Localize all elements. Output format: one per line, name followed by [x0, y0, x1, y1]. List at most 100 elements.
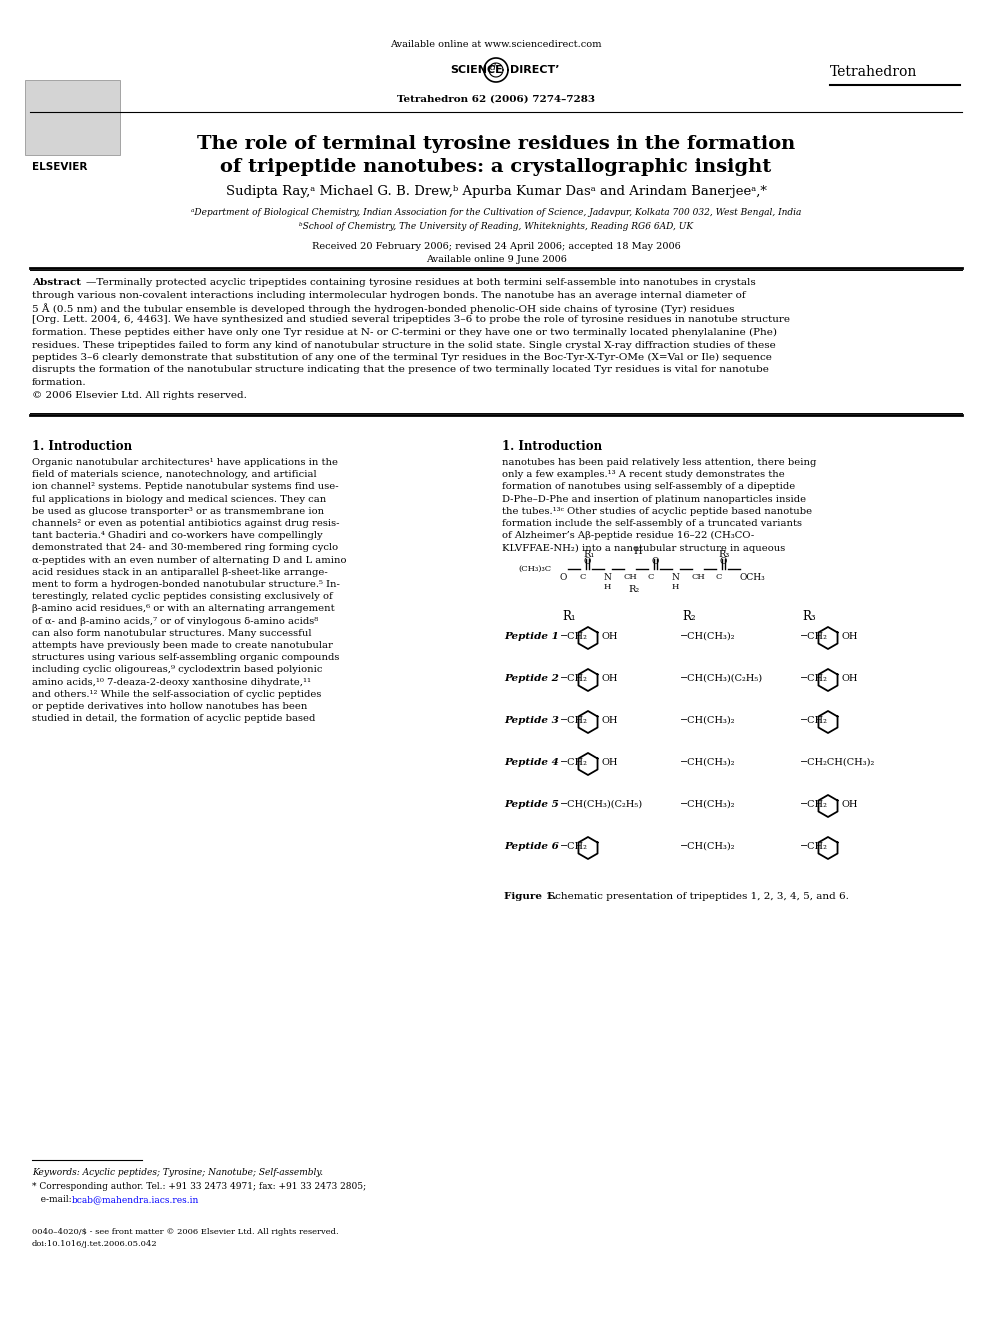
Text: N: N — [672, 573, 680, 582]
Text: Received 20 February 2006; revised 24 April 2006; accepted 18 May 2006: Received 20 February 2006; revised 24 Ap… — [311, 242, 681, 251]
Text: ment to form a hydrogen-bonded nanotubular structure.⁵ In-: ment to form a hydrogen-bonded nanotubul… — [32, 579, 340, 589]
Text: Peptide 6: Peptide 6 — [504, 841, 558, 851]
Text: KLVFFAE-NH₂) into a nanotubular structure in aqueous: KLVFFAE-NH₂) into a nanotubular structur… — [502, 544, 786, 553]
Text: * Corresponding author. Tel.: +91 33 2473 4971; fax: +91 33 2473 2805;: * Corresponding author. Tel.: +91 33 247… — [32, 1181, 366, 1191]
Text: Figure 1.: Figure 1. — [504, 892, 557, 901]
Text: β-amino acid residues,⁶ or with an alternating arrangement: β-amino acid residues,⁶ or with an alter… — [32, 605, 334, 614]
Text: tant bacteria.⁴ Ghadiri and co-workers have compellingly: tant bacteria.⁴ Ghadiri and co-workers h… — [32, 532, 322, 540]
Text: Peptide 4: Peptide 4 — [504, 758, 558, 767]
Text: studied in detail, the formation of acyclic peptide based: studied in detail, the formation of acyc… — [32, 714, 315, 724]
Text: formation. These peptides either have only one Tyr residue at N- or C-termini or: formation. These peptides either have on… — [32, 328, 777, 337]
Text: be used as glucose transporter³ or as transmembrane ion: be used as glucose transporter³ or as tr… — [32, 507, 324, 516]
Text: −CH(CH₃)₂: −CH(CH₃)₂ — [680, 758, 735, 767]
Text: R₃: R₃ — [802, 610, 815, 623]
Text: OH: OH — [601, 758, 617, 767]
Text: −CH₂: −CH₂ — [560, 632, 588, 642]
Text: 1. Introduction: 1. Introduction — [32, 441, 132, 452]
Text: Available online at www.sciencedirect.com: Available online at www.sciencedirect.co… — [390, 40, 602, 49]
Text: −CH₂: −CH₂ — [560, 673, 588, 683]
Text: −CH₂: −CH₂ — [800, 800, 828, 808]
Text: e-mail:: e-mail: — [32, 1195, 71, 1204]
Text: disrupts the formation of the nanotubular structure indicating that the presence: disrupts the formation of the nanotubula… — [32, 365, 769, 374]
Text: OH: OH — [601, 673, 617, 683]
Text: R₁: R₁ — [562, 610, 575, 623]
Text: The role of terminal tyrosine residues in the formation: The role of terminal tyrosine residues i… — [196, 135, 796, 153]
Text: channels² or even as potential antibiotics against drug resis-: channels² or even as potential antibioti… — [32, 519, 339, 528]
Text: residues. These tripeptides failed to form any kind of nanotubular structure in : residues. These tripeptides failed to fo… — [32, 340, 776, 349]
Text: —Terminally protected acyclic tripeptides containing tyrosine residues at both t: —Terminally protected acyclic tripeptide… — [86, 278, 756, 287]
Text: formation of nanotubes using self-assembly of a dipeptide: formation of nanotubes using self-assemb… — [502, 483, 796, 491]
Text: Peptide 2: Peptide 2 — [504, 673, 558, 683]
Text: peptides 3–6 clearly demonstrate that substitution of any one of the terminal Ty: peptides 3–6 clearly demonstrate that su… — [32, 353, 772, 363]
Text: −CH₂: −CH₂ — [800, 632, 828, 642]
Text: −CH(CH₃)₂: −CH(CH₃)₂ — [680, 716, 735, 725]
Text: Peptide 5: Peptide 5 — [504, 800, 558, 808]
Text: OH: OH — [841, 800, 857, 808]
Text: Tetrahedron 62 (2006) 7274–7283: Tetrahedron 62 (2006) 7274–7283 — [397, 95, 595, 105]
Text: −CH₂CH(CH₃)₂: −CH₂CH(CH₃)₂ — [800, 758, 875, 767]
Text: or peptide derivatives into hollow nanotubes has been: or peptide derivatives into hollow nanot… — [32, 703, 308, 710]
Text: α-peptides with an even number of alternating D and L amino: α-peptides with an even number of altern… — [32, 556, 346, 565]
Text: −CH₂: −CH₂ — [560, 716, 588, 725]
Text: OH: OH — [601, 716, 617, 725]
Text: amino acids,¹⁰ 7-deaza-2-deoxy xanthosine dihydrate,¹¹: amino acids,¹⁰ 7-deaza-2-deoxy xanthosin… — [32, 677, 311, 687]
Text: 0040–4020/$ - see front matter © 2006 Elsevier Ltd. All rights reserved.: 0040–4020/$ - see front matter © 2006 El… — [32, 1228, 338, 1236]
Text: d: d — [490, 64, 496, 71]
Text: H: H — [604, 583, 611, 591]
Text: R₃: R₃ — [718, 550, 729, 560]
Text: R₂: R₂ — [682, 610, 695, 623]
Text: including cyclic oligoureas,⁹ cyclodextrin based polyionic: including cyclic oligoureas,⁹ cyclodextr… — [32, 665, 322, 675]
Text: structures using various self-assembling organic compounds: structures using various self-assembling… — [32, 654, 339, 663]
Text: OH: OH — [601, 632, 617, 642]
Text: DIRECT’: DIRECT’ — [510, 65, 559, 75]
Text: Tetrahedron: Tetrahedron — [830, 65, 918, 79]
Text: ᵇSchool of Chemistry, The University of Reading, Whiteknights, Reading RG6 6AD, : ᵇSchool of Chemistry, The University of … — [299, 222, 693, 232]
Text: O: O — [560, 573, 567, 582]
Text: −CH(CH₃)(C₂H₅): −CH(CH₃)(C₂H₅) — [560, 800, 643, 808]
Text: can also form nanotubular structures. Many successful: can also form nanotubular structures. Ma… — [32, 628, 311, 638]
Text: Schematic presentation of tripeptides 1, 2, 3, 4, 5, and 6.: Schematic presentation of tripeptides 1,… — [548, 892, 849, 901]
Text: Organic nanotubular architectures¹ have applications in the: Organic nanotubular architectures¹ have … — [32, 458, 338, 467]
Text: Peptide 1: Peptide 1 — [504, 632, 558, 642]
Text: (CH₃)₃C: (CH₃)₃C — [518, 565, 552, 573]
Text: −CH₂: −CH₂ — [560, 841, 588, 851]
Text: −CH₂: −CH₂ — [800, 716, 828, 725]
Text: attempts have previously been made to create nanotubular: attempts have previously been made to cr… — [32, 642, 333, 650]
Text: −CH(CH₃)₂: −CH(CH₃)₂ — [680, 632, 735, 642]
Text: R₂: R₂ — [628, 585, 639, 594]
Text: CH: CH — [624, 573, 638, 581]
Text: acid residues stack in an antiparallel β-sheet-like arrange-: acid residues stack in an antiparallel β… — [32, 568, 327, 577]
Text: through various non-covalent interactions including intermolecular hydrogen bond: through various non-covalent interaction… — [32, 291, 746, 299]
Text: OH: OH — [841, 673, 857, 683]
Text: Sudipta Ray,ᵃ Michael G. B. Drew,ᵇ Apurba Kumar Dasᵃ and Arindam Banerjeeᵃ,*: Sudipta Ray,ᵃ Michael G. B. Drew,ᵇ Apurb… — [225, 185, 767, 198]
Text: ᵃDepartment of Biological Chemistry, Indian Association for the Cultivation of S: ᵃDepartment of Biological Chemistry, Ind… — [190, 208, 802, 217]
Text: formation include the self-assembly of a truncated variants: formation include the self-assembly of a… — [502, 519, 802, 528]
Text: and others.¹² While the self-association of cyclic peptides: and others.¹² While the self-association… — [32, 689, 321, 699]
Text: −CH₂: −CH₂ — [800, 841, 828, 851]
Text: −CH(CH₃)₂: −CH(CH₃)₂ — [680, 841, 735, 851]
Text: doi:10.1016/j.tet.2006.05.042: doi:10.1016/j.tet.2006.05.042 — [32, 1240, 158, 1248]
Text: of tripeptide nanotubes: a crystallographic insight: of tripeptide nanotubes: a crystallograp… — [220, 157, 772, 176]
Text: CH: CH — [692, 573, 705, 581]
Text: field of materials science, nanotechnology, and artificial: field of materials science, nanotechnolo… — [32, 470, 316, 479]
Text: H: H — [672, 583, 680, 591]
Text: −CH(CH₃)₂: −CH(CH₃)₂ — [680, 800, 735, 808]
Text: R₁: R₁ — [583, 550, 594, 560]
Text: N: N — [604, 573, 612, 582]
Text: OCH₃: OCH₃ — [740, 573, 766, 582]
Text: formation.: formation. — [32, 378, 86, 388]
Text: Available online 9 June 2006: Available online 9 June 2006 — [426, 255, 566, 265]
Text: only a few examples.¹³ A recent study demonstrates the: only a few examples.¹³ A recent study de… — [502, 470, 785, 479]
Text: D-Phe–D-Phe and insertion of platinum nanoparticles inside: D-Phe–D-Phe and insertion of platinum na… — [502, 495, 806, 504]
Text: [Org. Lett. 2004, 6, 4463]. We have synthesized and studied several tripeptides : [Org. Lett. 2004, 6, 4463]. We have synt… — [32, 315, 790, 324]
Text: O: O — [583, 557, 590, 566]
Text: H: H — [633, 546, 642, 556]
Text: −CH(CH₃)(C₂H₅): −CH(CH₃)(C₂H₅) — [680, 673, 763, 683]
Text: nanotubes has been paid relatively less attention, there being: nanotubes has been paid relatively less … — [502, 458, 816, 467]
Text: © 2006 Elsevier Ltd. All rights reserved.: © 2006 Elsevier Ltd. All rights reserved… — [32, 390, 247, 400]
Text: SCIENCE: SCIENCE — [450, 65, 503, 75]
Text: 1. Introduction: 1. Introduction — [502, 441, 602, 452]
Text: 5 Å (0.5 nm) and the tubular ensemble is developed through the hydrogen-bonded p: 5 Å (0.5 nm) and the tubular ensemble is… — [32, 303, 734, 314]
Bar — [25, 79, 120, 155]
Text: O: O — [719, 557, 726, 566]
